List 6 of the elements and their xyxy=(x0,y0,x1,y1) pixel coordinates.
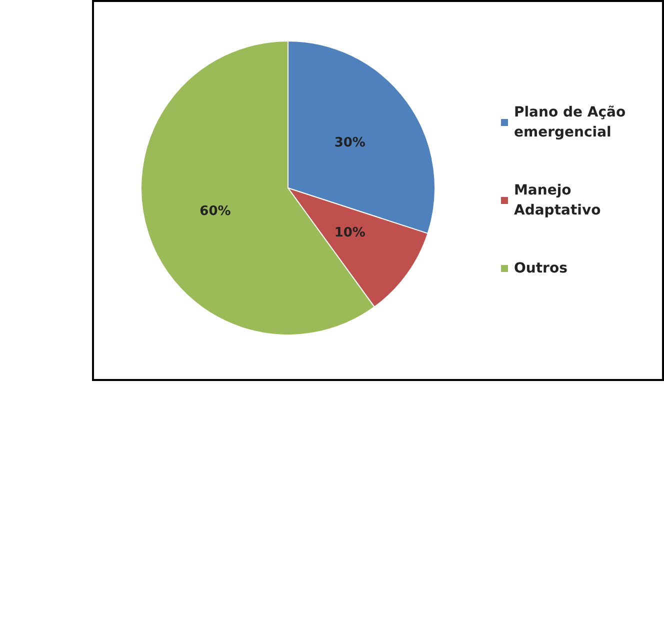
data-label: 10% xyxy=(334,225,366,240)
data-label: 60% xyxy=(200,204,231,220)
legend-label: Outros xyxy=(514,260,568,276)
data-label: 30% xyxy=(334,136,366,151)
legend-label: Manejo Adaptativo xyxy=(514,182,602,218)
legend-label: Plano de Ação emergencial xyxy=(514,104,630,140)
